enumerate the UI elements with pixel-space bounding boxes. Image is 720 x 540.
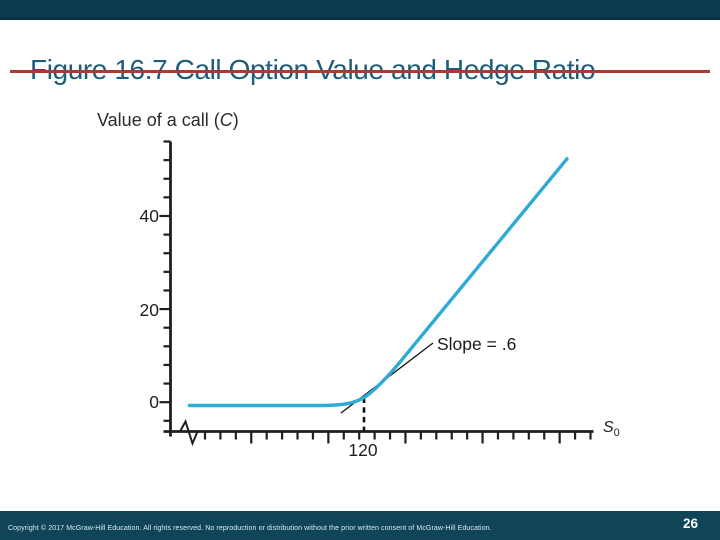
top-accent-bar	[0, 0, 720, 17]
footer-bar	[0, 511, 720, 540]
copyright-text: Copyright © 2017 McGraw-Hill Education. …	[8, 525, 492, 532]
title-divider-rule	[10, 70, 710, 73]
page-number: 26	[682, 516, 698, 531]
y-tick-label-0: 0	[149, 392, 159, 412]
top-accent-bar-edge	[0, 17, 720, 20]
y-axis-title: Value of a call (C)	[97, 110, 239, 130]
x-axis-label: S0	[603, 419, 620, 440]
call-value-curve	[187, 157, 569, 408]
axis-break-mark	[179, 418, 199, 447]
x-tick-label-120: 120	[348, 440, 378, 460]
slide-title: Figure 16.7 Call Option Value and Hedge …	[30, 53, 596, 85]
slope-annotation: Slope = .6	[437, 334, 517, 354]
y-tick-label-40: 40	[139, 206, 159, 226]
y-tick-label-20: 20	[139, 300, 159, 320]
